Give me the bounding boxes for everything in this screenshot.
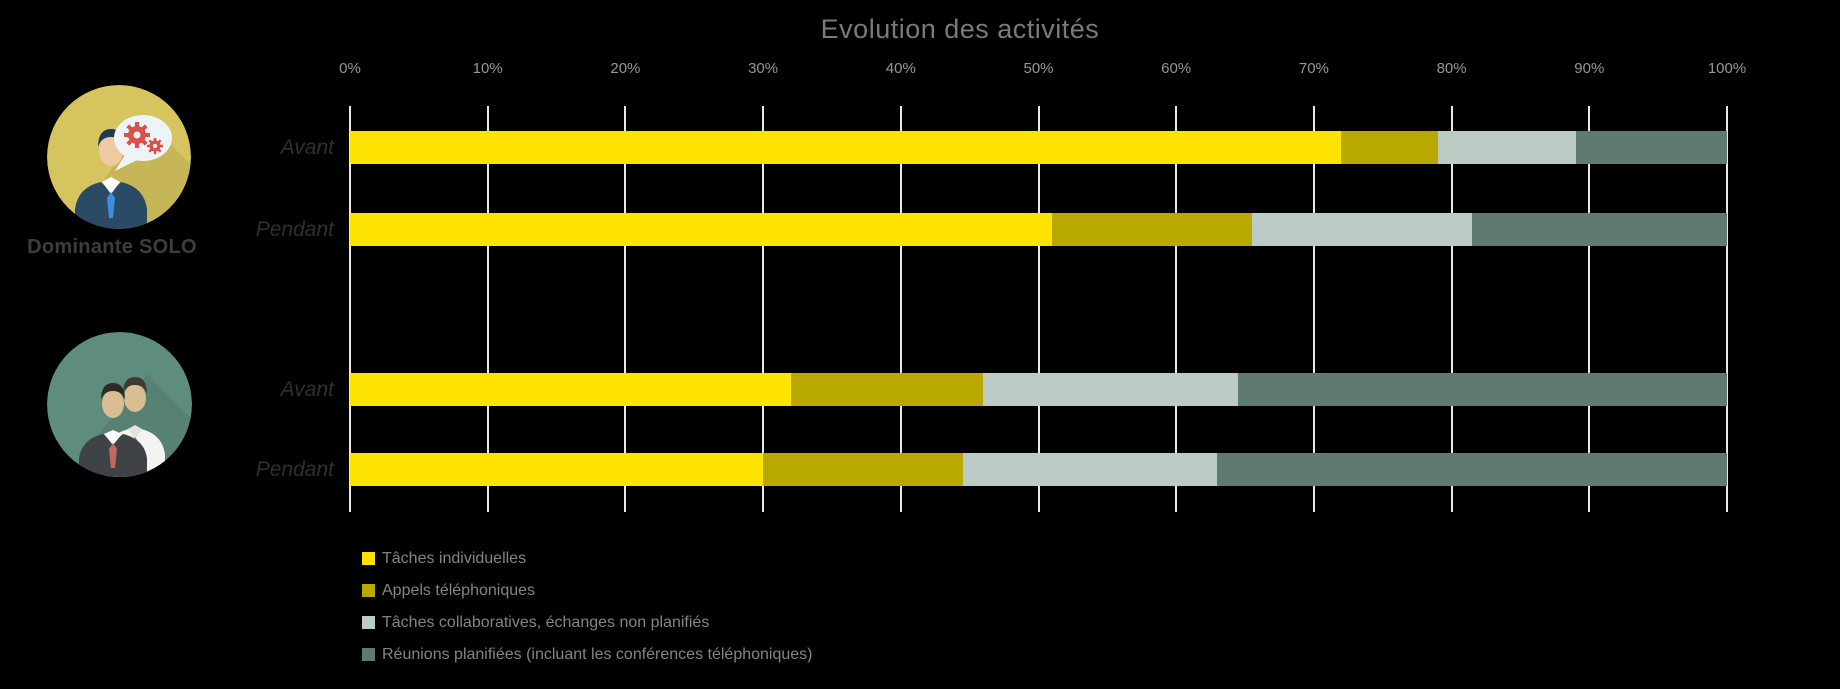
legend-label: Tâches individuelles: [382, 550, 527, 567]
legend-swatch: [362, 616, 375, 629]
bar-row: [350, 131, 1727, 164]
legend-swatch: [362, 552, 375, 565]
bar-row-label: Pendant: [255, 218, 334, 241]
legend-item: Tâches collaboratives, échanges non plan…: [362, 613, 813, 634]
axis-tick-label: 50%: [1023, 60, 1054, 77]
bar-segment: [1437, 131, 1576, 164]
axis-tick-label: 0%: [339, 60, 361, 77]
bar-row-label: Avant: [280, 378, 334, 401]
axis-tick-label: 70%: [1298, 60, 1329, 77]
team-icon: [47, 332, 192, 477]
bar-segment: [962, 453, 1218, 486]
axis-tick-label: 30%: [748, 60, 779, 77]
axis-tick-label: 90%: [1574, 60, 1605, 77]
gridline: [762, 106, 765, 512]
group-caption-solo: Dominante SOLO: [27, 236, 197, 258]
bar-segment: [1341, 131, 1438, 164]
bar-row-label: Avant: [280, 136, 334, 159]
bar-segment: [1575, 131, 1727, 164]
legend-label: Réunions planifiées (incluant les confér…: [382, 646, 813, 663]
bar-row-label: Pendant: [255, 458, 334, 481]
bar-segment: [790, 373, 984, 406]
axis-tick-label: 40%: [885, 60, 916, 77]
gridline: [1450, 106, 1453, 512]
gridline: [1175, 106, 1178, 512]
plot-area: 0% 10% 20% 30% 40% 50% 60% 70% 80% 90% 100% Avant Pe…: [256, 0, 1746, 689]
chart-title: Evolution des activités: [820, 14, 1100, 44]
bar-segment: [1238, 373, 1727, 406]
axis-tick-label: 80%: [1436, 60, 1467, 77]
axis-tick-label: 20%: [610, 60, 641, 77]
bar-segment: [763, 453, 963, 486]
gridline: [624, 106, 627, 512]
gear-icon: [146, 137, 164, 155]
gear-icon: [124, 122, 150, 148]
legend-item: Appels téléphoniques: [362, 581, 813, 602]
bar-segment: [1472, 213, 1727, 246]
legend-item: Réunions planifiées (incluant les confér…: [362, 645, 813, 666]
bar-segment: [983, 373, 1239, 406]
bar-segment: [1052, 213, 1252, 246]
axis-tick-label: 100%: [1707, 60, 1747, 77]
gridline: [899, 106, 902, 512]
bar-segment: [350, 131, 1342, 164]
bar-row: [350, 213, 1727, 246]
bar-segment: [1217, 453, 1727, 486]
gridline: [1037, 106, 1040, 512]
bar-segment: [350, 453, 764, 486]
bar-row: [350, 373, 1727, 406]
gridline: [1312, 106, 1315, 512]
gridline: [349, 106, 351, 512]
bar-segment: [350, 213, 1053, 246]
legend-label: Tâches collaboratives, échanges non plan…: [382, 614, 710, 631]
legend-swatch: [362, 648, 375, 661]
bar-segment: [1251, 213, 1473, 246]
axis-tick-label: 10%: [472, 60, 503, 77]
bar-segment: [350, 373, 791, 406]
legend-item: Tâches individuelles: [362, 549, 813, 570]
solo-worker-icon: [47, 85, 191, 229]
axis-tick-label: 60%: [1161, 60, 1192, 77]
bar-row: [350, 453, 1727, 486]
legend-swatch: [362, 584, 375, 597]
legend-label: Appels téléphoniques: [382, 582, 536, 599]
gridline: [1588, 106, 1591, 512]
gridline: [1726, 106, 1728, 512]
legend: Tâches individuelles Appels téléphoniques…: [362, 549, 813, 677]
gridline: [486, 106, 489, 512]
